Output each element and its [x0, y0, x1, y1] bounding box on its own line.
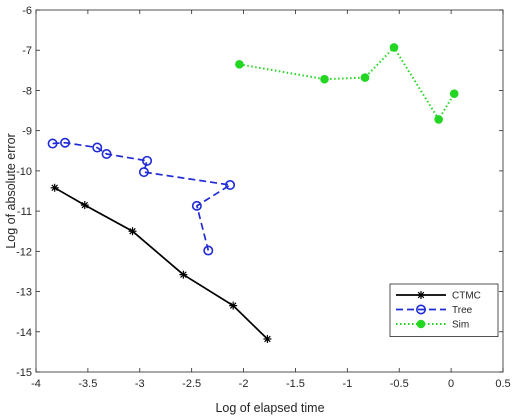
data-point-sim — [449, 89, 459, 98]
y-tick-label: -9 — [22, 126, 32, 138]
data-point-tree — [191, 200, 202, 211]
data-point-sim — [389, 43, 399, 52]
data-point-ctmc — [263, 335, 272, 344]
data-point-sim — [434, 115, 443, 124]
x-tick-label: 0 — [448, 378, 454, 390]
data-point-ctmc — [229, 301, 238, 310]
y-tick-label: -11 — [17, 206, 32, 218]
x-tick-label: -2 — [239, 378, 249, 390]
legend-marker-ctmc — [417, 291, 425, 299]
legend: CTMC Tree Sim — [389, 283, 499, 337]
legend-entry-sim: Sim — [396, 320, 469, 331]
data-point-ctmc — [80, 201, 89, 210]
y-tick-label: -7 — [22, 45, 32, 57]
data-point-tree — [101, 148, 112, 159]
x-tick-label: -3.5 — [78, 378, 97, 390]
y-tick-label: -12 — [16, 246, 32, 258]
x-axis-title: Log of elapsed time — [215, 401, 324, 415]
series-ctmc — [50, 183, 272, 344]
data-point-ctmc — [128, 227, 137, 236]
y-tick-label: -10 — [16, 166, 32, 178]
legend-entry-tree: Tree — [396, 304, 473, 316]
series-layer — [47, 43, 459, 344]
y-axis-title: Log of absolute error — [4, 133, 18, 248]
x-tick-label: -4 — [31, 378, 41, 390]
axis-layer: -4 -3.5 -3 -2.5 -2 -1.5 -1 -0.5 0 0.5 -15 -14 -13 -12… — [16, 5, 511, 390]
y-tick-label: -8 — [22, 85, 32, 97]
y-tick-label: -14 — [16, 327, 32, 339]
legend-marker-tree — [415, 304, 426, 315]
data-point-sim — [360, 73, 370, 82]
x-tick-label: -2.5 — [182, 378, 201, 390]
series-line-ctmc — [54, 187, 268, 340]
x-tick-label: -3 — [135, 378, 145, 390]
data-point-ctmc — [50, 183, 59, 192]
legend-label-tree: Tree — [452, 305, 473, 316]
data-point-tree — [138, 167, 149, 178]
x-tick-label: -1 — [342, 378, 352, 390]
series-sim — [235, 43, 459, 124]
series-line-tree — [52, 141, 231, 251]
legend-label-ctmc: CTMC — [452, 291, 481, 302]
data-point-tree — [47, 138, 58, 149]
x-tick-label: 0.5 — [495, 378, 510, 390]
y-tick-label: -6 — [22, 5, 32, 17]
data-point-sim — [320, 74, 329, 84]
data-point-tree — [92, 142, 103, 153]
data-point-tree — [225, 179, 236, 190]
data-point-tree — [203, 245, 214, 256]
series-tree — [47, 137, 236, 256]
data-point-tree — [142, 155, 153, 166]
y-tick-label: -15 — [16, 367, 32, 379]
plot-frame — [35, 9, 504, 373]
legend-marker-sim — [416, 319, 426, 329]
x-tick-label: -0.5 — [390, 378, 409, 390]
legend-label-sim: Sim — [452, 320, 469, 331]
x-tick-label: -1.5 — [286, 378, 305, 390]
data-point-tree — [60, 137, 71, 148]
y-tick-label: -13 — [16, 287, 32, 299]
legend-entry-ctmc: CTMC — [396, 291, 481, 302]
data-point-sim — [235, 60, 244, 69]
data-point-ctmc — [179, 270, 188, 279]
